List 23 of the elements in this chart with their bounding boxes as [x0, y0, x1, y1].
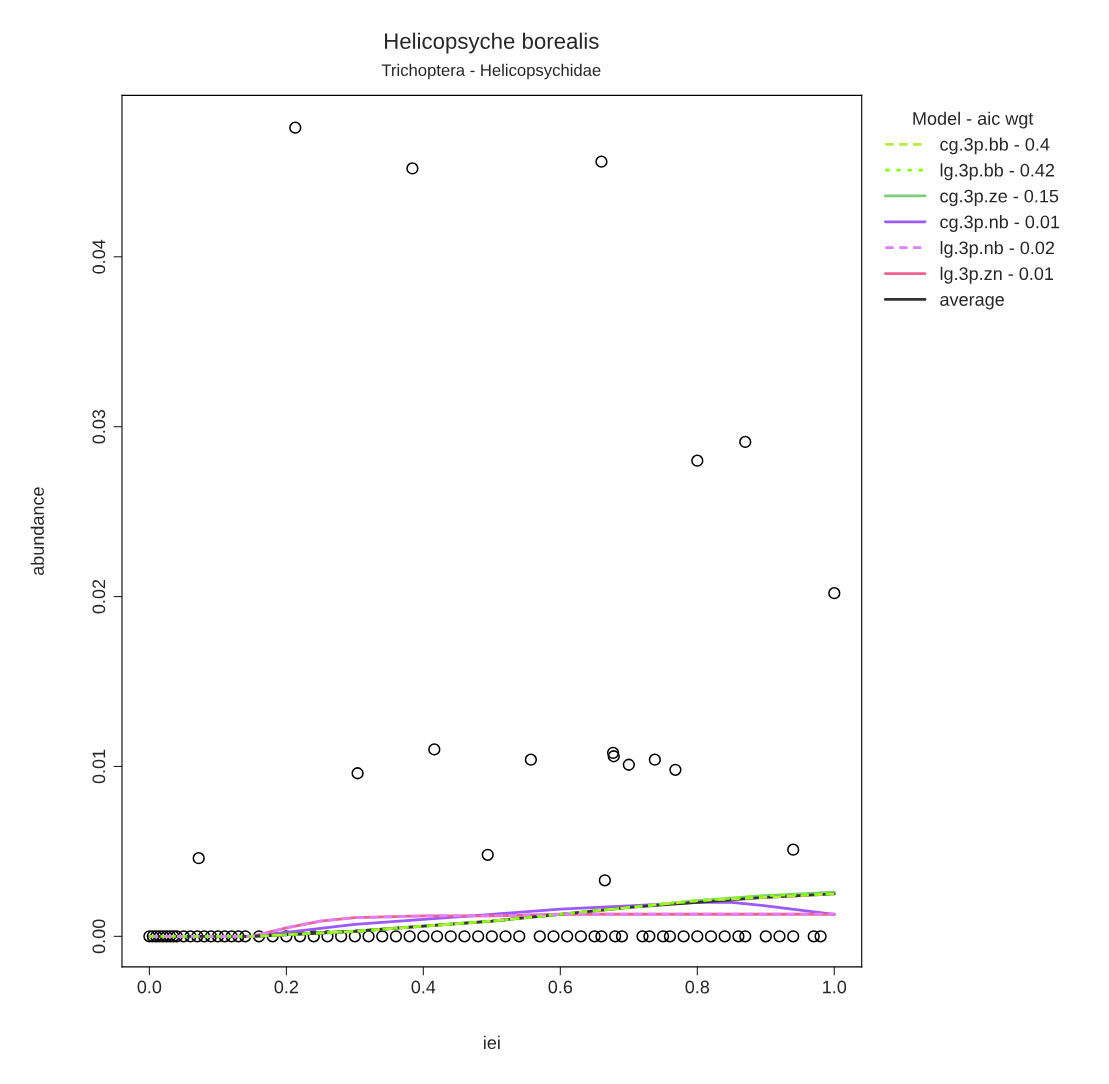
- x-tick-label: 0.0: [137, 980, 162, 994]
- y-tick-label: 0.02: [92, 579, 106, 614]
- chart-title: Helicopsyche borealis: [385, 32, 599, 54]
- chart-subtitle: Trichoptera - Helicopsychidae: [381, 63, 601, 80]
- x-tick-label: 0.4: [411, 980, 436, 994]
- y-axis-title: abundance: [30, 487, 44, 576]
- y-tick-label: 0.00: [92, 919, 106, 954]
- x-tick-label: 1.0: [823, 980, 847, 994]
- legend-title: Model - aic wgt: [913, 111, 1034, 129]
- x-tick-label: 0.8: [685, 980, 710, 994]
- legend-label: cg.3p.ze - 0.15: [940, 189, 1059, 207]
- y-tick-label: 0.03: [92, 409, 106, 444]
- x-tick-label: 0.2: [274, 980, 299, 994]
- x-axis-title: iei: [484, 1035, 500, 1050]
- legend-label: cg.3p.bb - 0.4: [940, 137, 1050, 155]
- legend-label: lg.3p.nb - 0.02: [940, 240, 1055, 258]
- legend-label: average: [940, 296, 1004, 310]
- y-tick-label: 0.04: [92, 239, 106, 274]
- y-tick-label: 0.01: [92, 749, 106, 784]
- x-tick-label: 0.6: [548, 980, 573, 994]
- legend-label: lg.3p.bb - 0.42: [940, 163, 1055, 181]
- legend-label: lg.3p.zn - 0.01: [940, 266, 1054, 284]
- legend-label: cg.3p.nb - 0.01: [940, 215, 1060, 232]
